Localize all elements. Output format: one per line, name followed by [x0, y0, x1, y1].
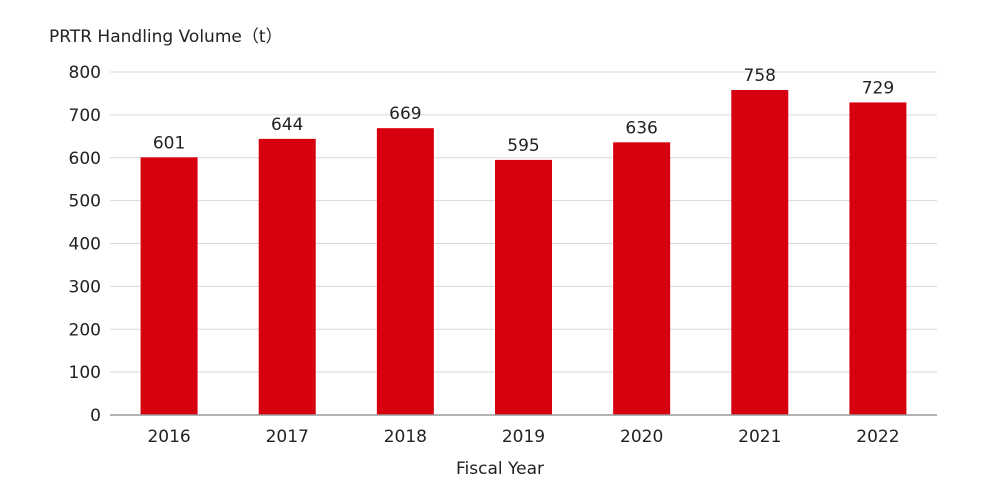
data-label-2018: 669: [389, 104, 421, 124]
bar-2021: [731, 90, 789, 415]
y-tick-label: 600: [69, 149, 101, 169]
y-tick-label: 800: [69, 63, 101, 83]
x-tick-label-2020: 2020: [620, 427, 663, 447]
bar-2019: [495, 159, 552, 415]
x-axis-categories: 2016 2017 2018 2019 2020 2021 2022: [147, 427, 899, 447]
bar-2020: [613, 142, 671, 415]
bars: [140, 90, 907, 416]
y-tick-label: 500: [69, 192, 101, 212]
y-tick-label: 400: [69, 235, 101, 255]
y-tick-label: 300: [69, 277, 101, 297]
data-label-2017: 644: [271, 115, 303, 135]
x-tick-label-2017: 2017: [266, 427, 309, 447]
bar-2017: [258, 138, 316, 415]
bar-2016: [140, 157, 198, 416]
x-tick-label-2021: 2021: [738, 427, 781, 447]
x-tick-label-2016: 2016: [147, 427, 190, 447]
x-axis-title: Fiscal Year: [456, 459, 544, 479]
data-label-2016: 601: [153, 133, 185, 153]
y-tick-label: 700: [69, 106, 101, 126]
y-axis-title: PRTR Handling Volume（t）: [49, 27, 283, 47]
data-label-2019: 595: [507, 136, 539, 156]
x-tick-label-2019: 2019: [502, 427, 545, 447]
bar-2022: [849, 102, 907, 415]
data-label-2022: 729: [862, 78, 894, 98]
x-tick-label-2022: 2022: [856, 427, 899, 447]
y-tick-label: 200: [69, 320, 101, 340]
y-axis-ticks: 0 100 200 300 400 500 600 700 800: [69, 63, 101, 426]
y-tick-label: 0: [90, 406, 101, 426]
data-label-2021: 758: [744, 66, 776, 86]
data-labels: 601 644 669 595 636 758 729: [153, 66, 894, 156]
y-tick-label: 100: [69, 363, 101, 383]
data-label-2020: 636: [625, 118, 657, 138]
x-tick-label-2018: 2018: [384, 427, 427, 447]
bar-2018: [376, 128, 434, 415]
